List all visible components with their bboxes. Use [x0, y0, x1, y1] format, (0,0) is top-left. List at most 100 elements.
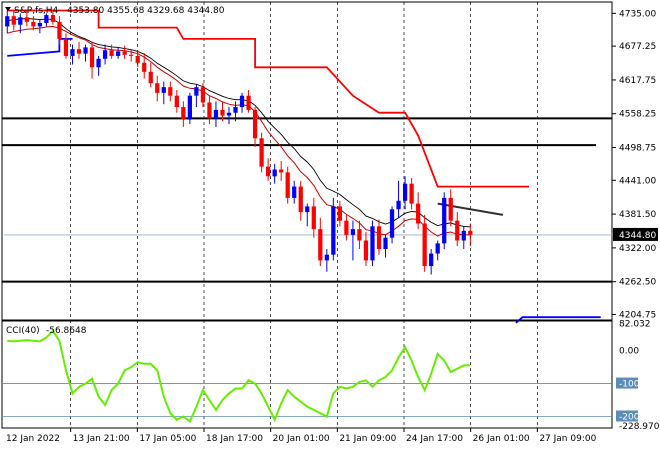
time-label: 12 Jan 2022 [6, 434, 60, 444]
candle-body [181, 107, 186, 120]
candle-body [468, 230, 473, 235]
candle-body [83, 47, 88, 54]
candle-body [279, 169, 284, 173]
candle-body [331, 206, 336, 255]
candle-body [129, 54, 134, 56]
price-tick-label: 4735.00 [619, 9, 656, 19]
candle-body [148, 71, 153, 84]
candle-body [161, 87, 166, 93]
dropdown-arrow-icon[interactable] [5, 7, 11, 11]
time-label: 20 Jan 01:00 [273, 434, 330, 444]
candle-body [383, 237, 388, 250]
cci-value: -56.8648 [46, 326, 87, 336]
vertical-grid [70, 2, 538, 428]
time-label: 13 Jan 21:00 [73, 434, 130, 444]
price-tick-label: 4617.75 [619, 76, 656, 86]
candle-body [455, 220, 460, 241]
candle-body [442, 197, 447, 244]
header: S&P,fs,H4 4353.80 4355.68 4329.68 4344.8… [5, 6, 225, 16]
candle-body [96, 58, 101, 68]
price-tick-label: 4558.25 [619, 110, 656, 120]
candle-body [246, 95, 251, 110]
candle-body [344, 220, 349, 235]
candle-body [409, 183, 414, 204]
candle-body [252, 109, 258, 139]
candle-body [370, 226, 375, 261]
candle-body [272, 169, 277, 177]
current-price-tag: 4344.80 [613, 227, 658, 241]
candle-body [311, 206, 316, 230]
trailing-stop-line [7, 9, 529, 188]
candle-body [44, 15, 49, 24]
candle-body [142, 62, 147, 72]
candle-body [24, 17, 29, 22]
candle-body [422, 223, 427, 267]
time-label: 24 Jan 17:00 [406, 434, 463, 444]
candle-body [363, 240, 369, 261]
candle-body [116, 51, 121, 56]
price-tick-label: 4204.75 [619, 310, 656, 320]
support-stop-line [515, 316, 601, 324]
candle-body [226, 112, 232, 116]
candle-body [429, 253, 434, 267]
candle-body [402, 183, 408, 201]
price-tick-label: 4441.00 [619, 176, 656, 186]
candle-body [11, 16, 16, 25]
candles [5, 9, 473, 275]
candle-body [213, 109, 219, 119]
cci-tick-label: -228.9706 [619, 422, 660, 432]
candle-body [200, 87, 206, 103]
time-label: 27 Jan 09:00 [539, 434, 596, 444]
candle-body [292, 186, 297, 198]
time-axis: 12 Jan 2022 13 Jan 21:00 17 Jan 05:00 18 Ja… [6, 428, 597, 444]
candle-body [135, 55, 140, 63]
price-tick-label: 4498.75 [619, 144, 656, 154]
candle-body [207, 102, 212, 119]
price-axis: 4735.00 4677.25 4617.75 4558.25 4498.75 4441.… [612, 9, 656, 320]
time-label: 17 Jan 05:00 [139, 434, 196, 444]
current-price-label: 4344.80 [619, 231, 656, 241]
candle-body [194, 87, 199, 96]
candle-body [350, 229, 356, 235]
candle-body [259, 138, 264, 167]
horizontal-levels [2, 117, 612, 283]
candle-body [357, 229, 362, 241]
candle-body [63, 38, 69, 56]
candle-body [102, 50, 108, 59]
cci-line [7, 329, 471, 423]
candle-body [89, 47, 95, 68]
time-label: 26 Jan 01:00 [473, 434, 530, 444]
candle-body [298, 186, 303, 213]
candle-body [168, 87, 173, 96]
candle-body [461, 230, 466, 241]
candle-body [174, 95, 179, 108]
cci-tick-label: 82.032 [619, 320, 651, 330]
cci-level-tag [616, 377, 638, 389]
candle-body [435, 243, 440, 254]
price-tick-label: 4262.50 [619, 278, 656, 288]
candle-body [37, 23, 42, 27]
time-label: 21 Jan 09:00 [339, 434, 396, 444]
candle-body [285, 172, 290, 198]
candle-body [50, 15, 56, 22]
candle-body [376, 226, 382, 250]
cci-panel [2, 329, 612, 423]
candle-body [76, 49, 82, 54]
candle-body [57, 21, 62, 39]
candle-body [31, 21, 36, 27]
indicator-plot-frame [1, 320, 613, 429]
chart-symbol: S&P,fs,H4 [14, 6, 59, 16]
price-tick-label: 4322.00 [619, 244, 656, 254]
candle-body [122, 51, 127, 55]
candle-body [155, 83, 160, 93]
candle-body [239, 95, 245, 108]
chart-ohlc: 4353.80 4355.68 4329.68 4344.80 [67, 6, 225, 16]
cci-tick-label: -200 [619, 412, 640, 422]
cci-tick-label: 0.00 [619, 347, 639, 357]
candle-body [305, 206, 310, 213]
candle-body [5, 16, 10, 27]
candle-body [416, 203, 421, 224]
candle-body [318, 229, 323, 261]
